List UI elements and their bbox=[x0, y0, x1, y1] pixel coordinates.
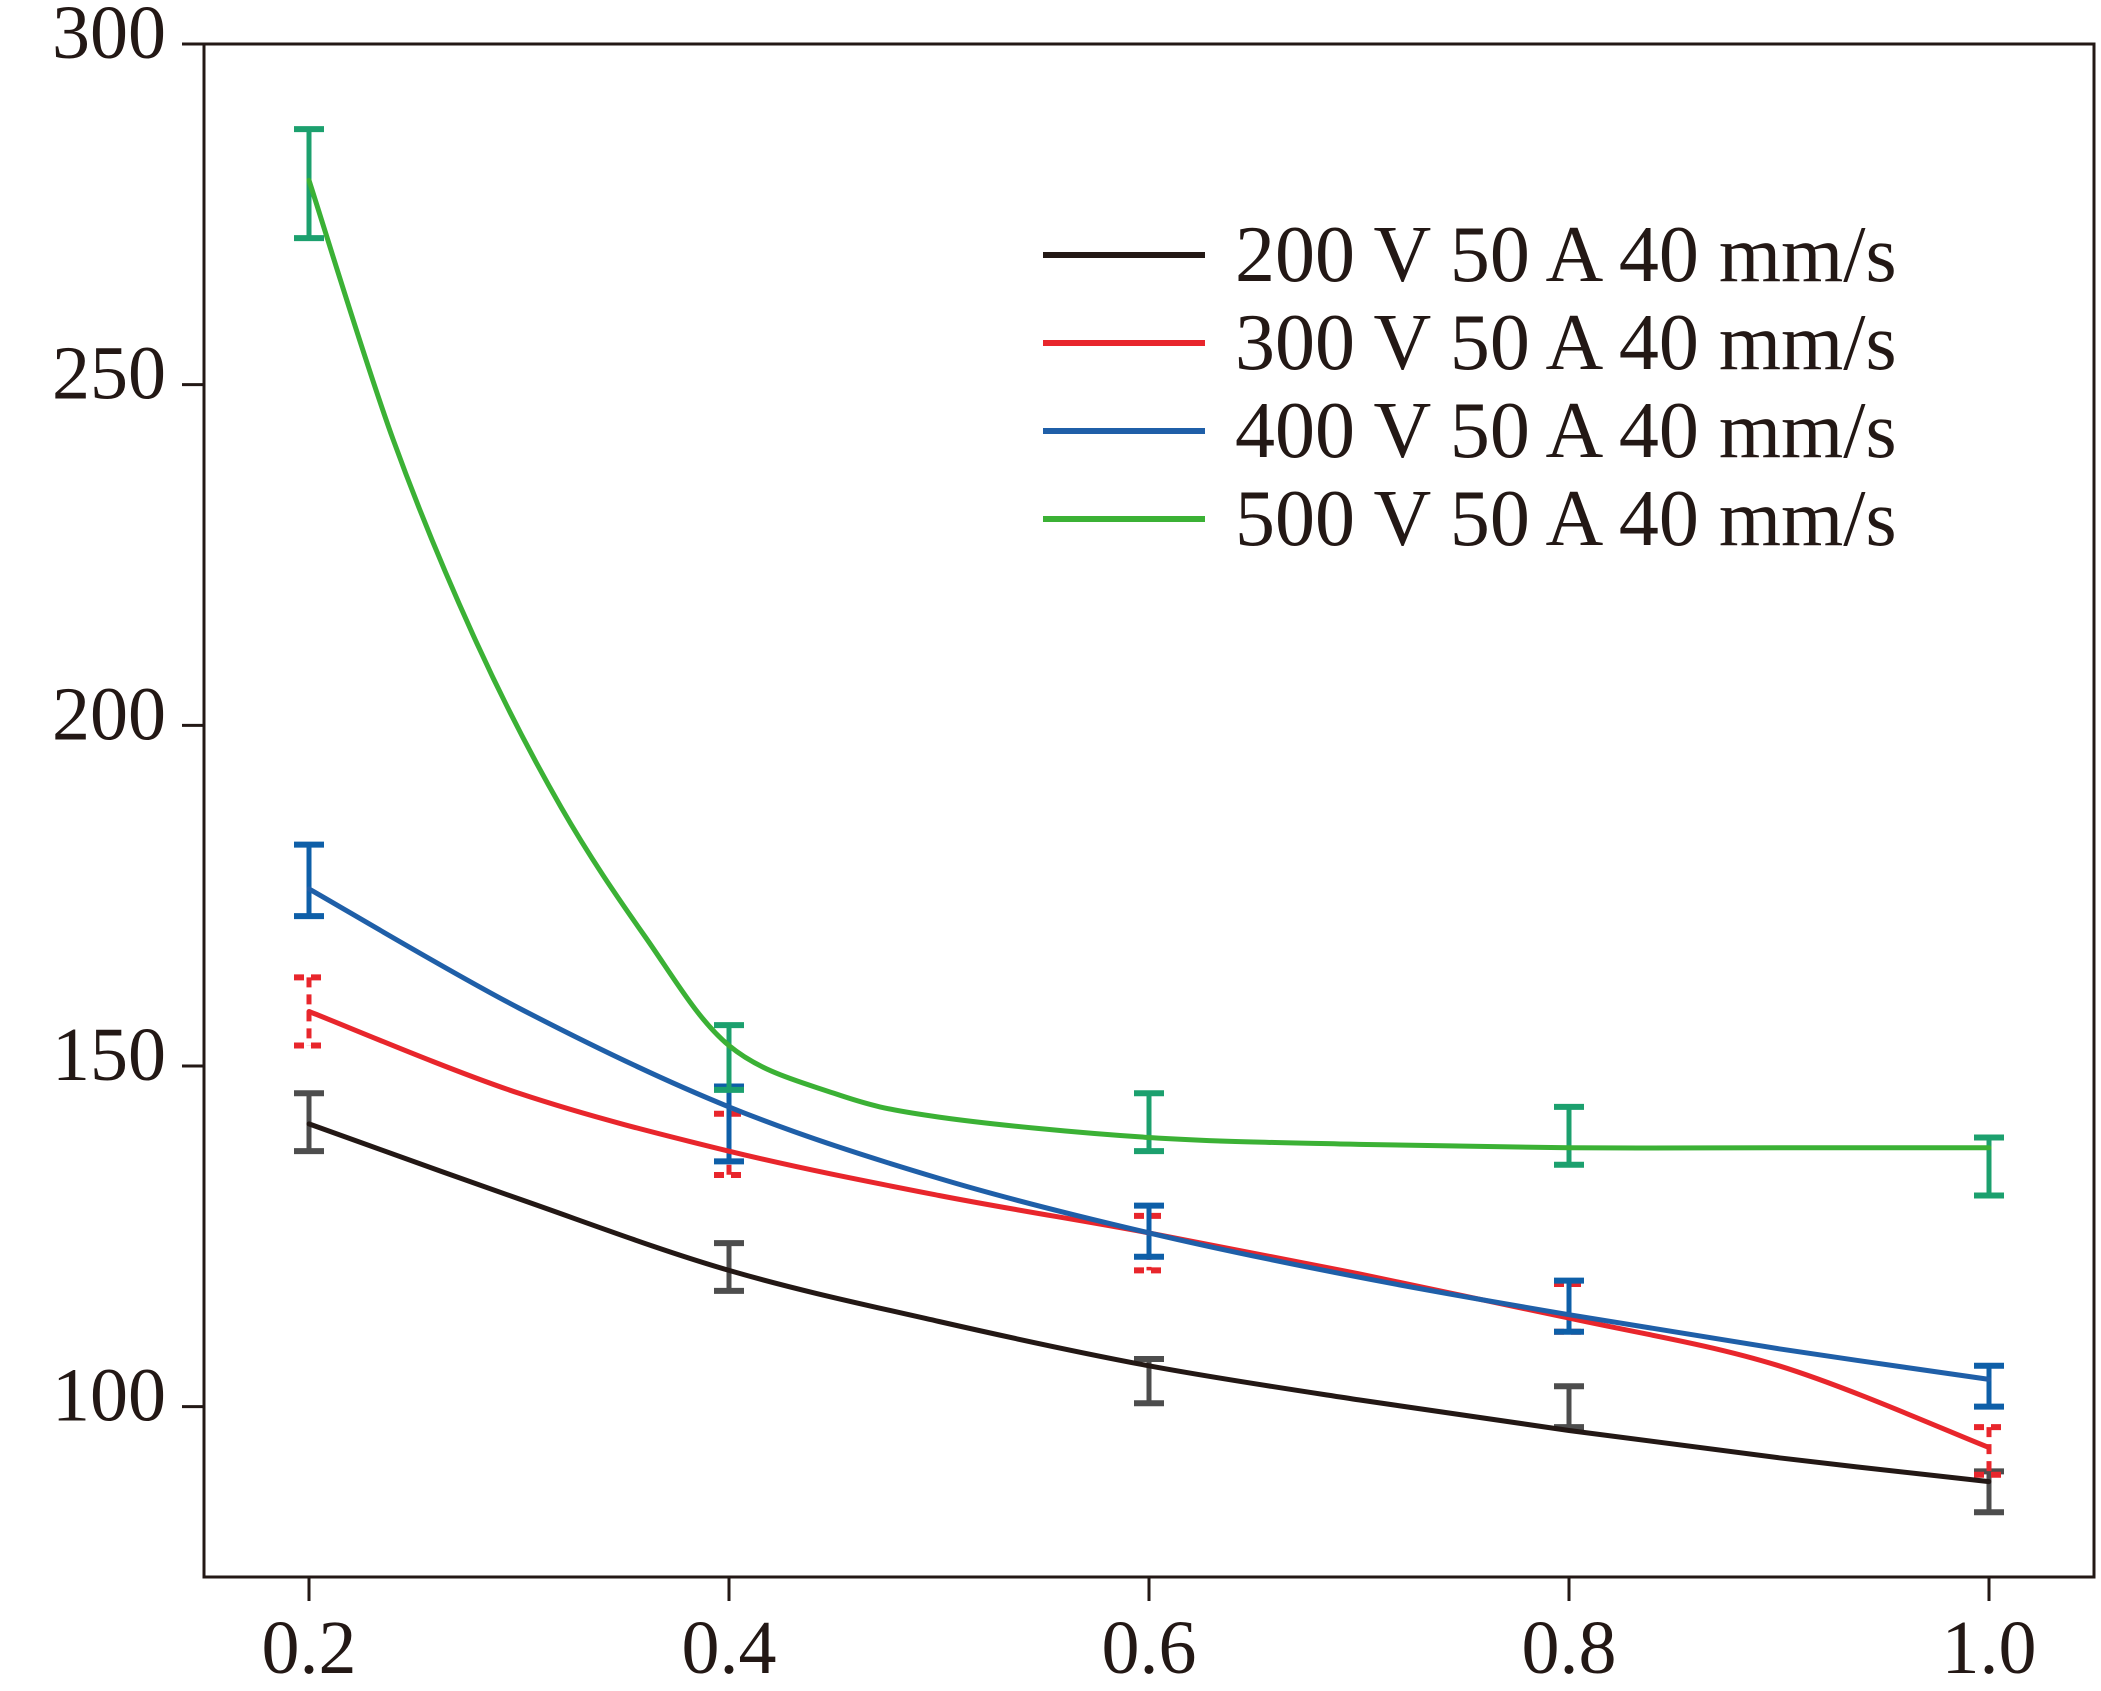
x-tick-label: 0.8 bbox=[1522, 1606, 1617, 1690]
legend-item-3: 400 V 50 A 40 mm/s bbox=[1043, 387, 1897, 475]
series-3-error-bar bbox=[1974, 1362, 2004, 1410]
legend-item-2: 300 V 50 A 40 mm/s bbox=[1043, 299, 1897, 387]
legend-item-1: 200 V 50 A 40 mm/s bbox=[1043, 211, 1897, 299]
x-tick-label: 0.6 bbox=[1102, 1606, 1197, 1690]
legend-label: 300 V 50 A 40 mm/s bbox=[1235, 299, 1897, 387]
x-tick-label: 0.4 bbox=[682, 1606, 777, 1690]
series-3-line bbox=[306, 886, 1992, 1382]
series-4-error-bar bbox=[1554, 1103, 1584, 1168]
series-2-error-bar bbox=[714, 1110, 744, 1179]
y-tick-label: 100 bbox=[52, 1354, 166, 1438]
legend-label: 200 V 50 A 40 mm/s bbox=[1235, 211, 1897, 299]
y-tick-label: 150 bbox=[52, 1013, 166, 1097]
series-3-error-bar bbox=[294, 841, 324, 920]
series-4-error-bar bbox=[714, 1022, 744, 1093]
series-1-error-bar bbox=[1974, 1468, 2004, 1516]
series-4-error-bar bbox=[1134, 1090, 1164, 1155]
series-3-error-bar bbox=[1554, 1277, 1584, 1335]
legend-item-4: 500 V 50 A 40 mm/s bbox=[1043, 475, 1897, 563]
legend-label: 400 V 50 A 40 mm/s bbox=[1235, 387, 1897, 475]
x-tick-label: 1.0 bbox=[1942, 1606, 2037, 1690]
series-1-error-bar bbox=[1554, 1383, 1584, 1431]
x-tick-label: 0.2 bbox=[262, 1606, 357, 1690]
series-2-error-bar bbox=[1974, 1424, 2004, 1478]
y-tick-label: 200 bbox=[52, 672, 166, 756]
series-1-error-bar bbox=[714, 1240, 744, 1294]
series-1-line bbox=[306, 1121, 1992, 1485]
series-4-line bbox=[306, 177, 1992, 1151]
legend-label: 500 V 50 A 40 mm/s bbox=[1235, 475, 1897, 563]
series-curves bbox=[306, 177, 1992, 1485]
y-tick-label: 300 bbox=[52, 0, 166, 75]
y-tick-label: 250 bbox=[52, 332, 166, 416]
axis-ticks: 100 150 200 250 300 0.2 0.4 0.6 0.8 1.0 bbox=[52, 0, 2037, 1690]
